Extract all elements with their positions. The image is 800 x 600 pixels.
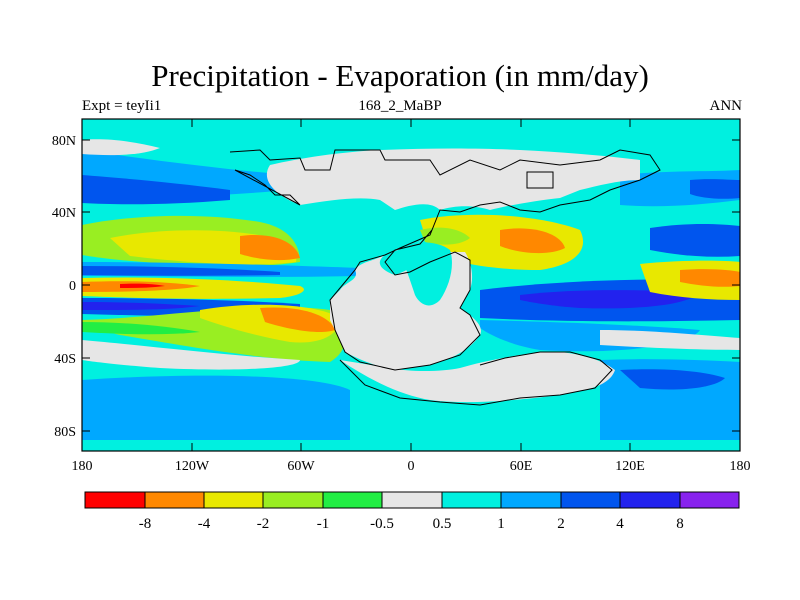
field-pangaea-land: [266, 148, 640, 370]
season-label: ANN: [709, 98, 743, 114]
period-label: 168_2_MaBP: [358, 98, 442, 114]
colorbar-label: -4: [198, 516, 211, 532]
lon-tick-label: 180: [72, 459, 93, 474]
lon-tick-label: 120E: [615, 459, 645, 474]
field-se-gray-band: [600, 330, 740, 350]
field-e-eq-indigo: [520, 290, 700, 309]
field-island-box: [526, 171, 554, 189]
field-coastline: [229, 149, 661, 371]
field-tethys-green: [420, 227, 470, 245]
experiment-label: Expt = teyIi1: [82, 98, 162, 114]
colorbar-swatch: [680, 492, 739, 508]
field-arctic-gray: [82, 139, 160, 156]
colorbar-swatch: [85, 492, 145, 508]
field-n-east-storm: [690, 179, 740, 199]
lon-tick-label: 120W: [175, 459, 210, 474]
colorbar-swatch: [323, 492, 382, 508]
colorbar: -8 -4 -2 -1 -0.5 0.5 1 2 4 8: [84, 491, 740, 532]
colorbar-swatch: [145, 492, 204, 508]
field-e-n-blue: [650, 224, 740, 257]
lon-tick-label: 60E: [510, 459, 533, 474]
colorbar-label: -0.5: [370, 516, 394, 532]
field-s-gray-band: [82, 340, 300, 370]
colorbar-swatch: [382, 492, 442, 508]
field-s-storm-light: [82, 375, 350, 440]
field-s-subtropic-lightgreen: [82, 322, 200, 335]
colorbar-label: -8: [139, 516, 152, 532]
field-layer: [82, 119, 740, 451]
field-eq-dry-red: [120, 283, 165, 288]
lat-tick-label: 0: [69, 279, 76, 294]
field-gondwana-south: [340, 351, 615, 403]
field-coastline-south: [339, 351, 613, 406]
colorbar-label: -2: [257, 516, 270, 532]
colorbar-label: -1: [317, 516, 330, 532]
lat-tick-label: 80S: [54, 425, 76, 440]
colorbar-label: 1: [497, 516, 505, 532]
lon-tick-label: 180: [730, 459, 751, 474]
field-s-eq-indigo: [82, 302, 200, 310]
colorbar-label: 8: [676, 516, 684, 532]
lat-tick-label: 80N: [52, 134, 76, 149]
lon-axis: 180 120W 60W 0 60E 120E 180: [72, 119, 751, 474]
colorbar-label: 0.5: [433, 516, 452, 532]
colorbar-label: 4: [616, 516, 624, 532]
colorbar-frame: [84, 491, 740, 509]
field-itcz-dark: [82, 266, 280, 276]
lat-tick-label: 40N: [52, 206, 76, 221]
field-n-subtropic-orange: [240, 234, 300, 261]
field-s-storm-east-dark: [620, 369, 725, 390]
field-e-dry-orange: [680, 269, 740, 287]
field-s-subtropic-orange: [260, 307, 335, 333]
colorbar-swatch: [561, 492, 620, 508]
lon-tick-label: 0: [408, 459, 415, 474]
colorbar-swatch: [204, 492, 263, 508]
colorbar-swatch: [263, 492, 323, 508]
lat-tick-label: 40S: [54, 352, 76, 367]
lon-tick-label: 60W: [287, 459, 315, 474]
colorbar-label: 2: [557, 516, 565, 532]
field-n-pacific-storm: [82, 175, 230, 205]
colorbar-swatch: [501, 492, 561, 508]
colorbar-swatch: [620, 492, 680, 508]
lat-axis: 80N 40N 0 40S 80S: [52, 134, 740, 440]
field-tethys-orange: [500, 228, 565, 254]
map-title: Precipitation - Evaporation (in mm/day): [151, 58, 649, 93]
colorbar-swatch: [442, 492, 501, 508]
